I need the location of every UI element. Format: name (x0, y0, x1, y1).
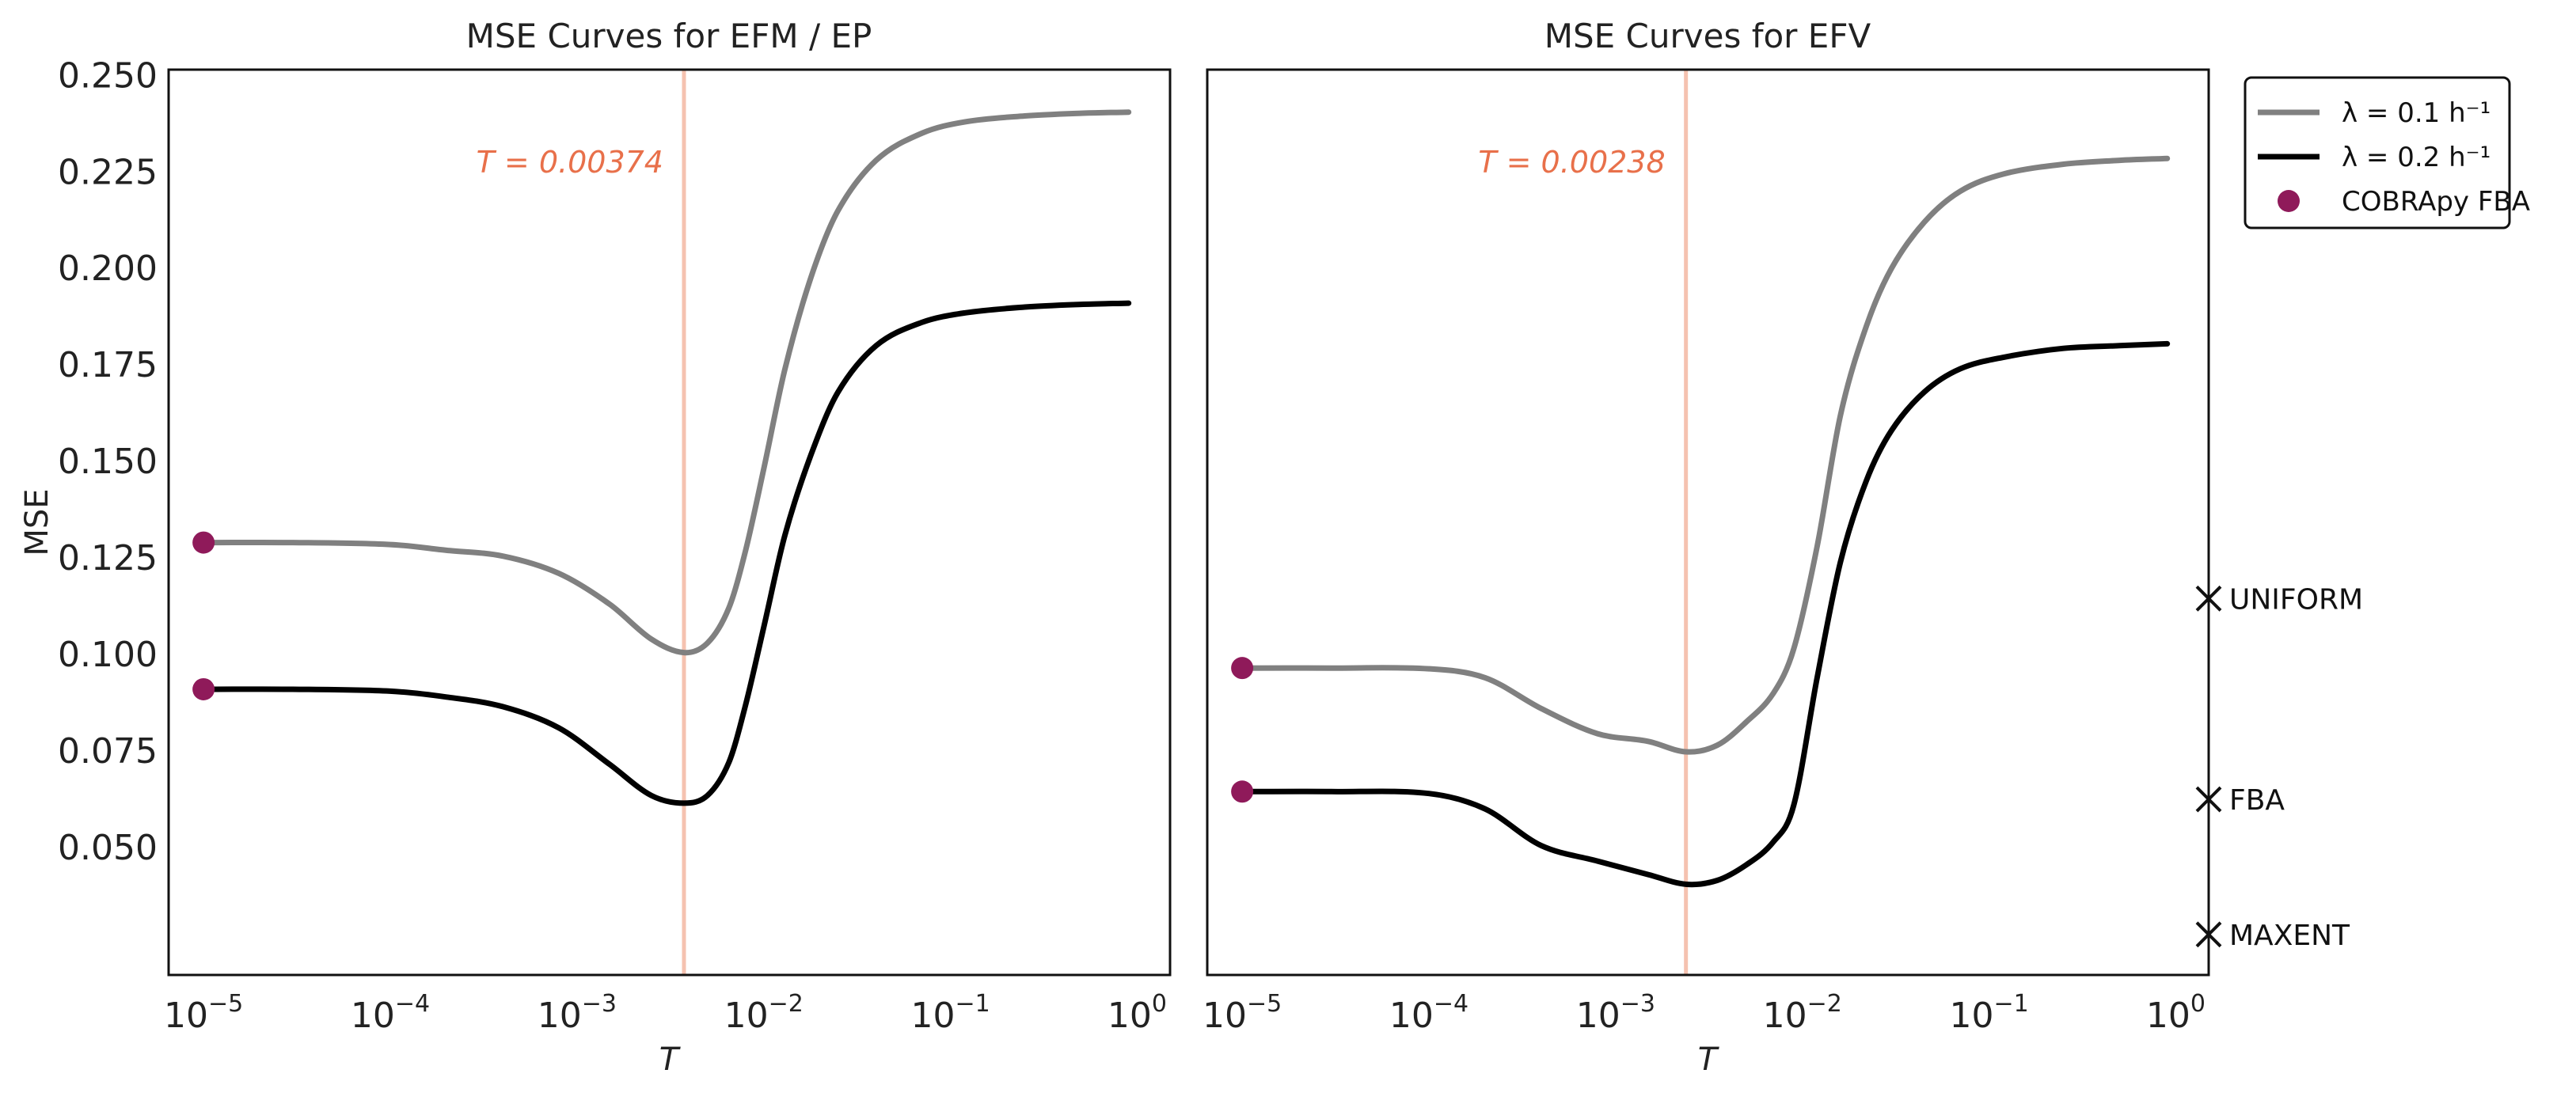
panel-efm-ep: MSE Curves for EFM / EP T MSE 10−5 10−4 10… (19, 17, 1172, 1078)
plot-area (192, 70, 1132, 975)
axes-frame (1206, 68, 2210, 977)
axes-frame (167, 68, 1172, 977)
legend-label: λ = 0.2 h⁻¹ (2342, 142, 2491, 173)
threshold-annotation: T = 0.00238 (1478, 145, 1665, 180)
plot-area (1231, 70, 2171, 975)
x-marker-stroke (2195, 786, 2222, 813)
x-tick-label: 100 (2146, 990, 2206, 1036)
x-marker-stroke (2195, 921, 2222, 948)
threshold-annotation: T = 0.00374 (477, 145, 663, 180)
x-tick-label: 100 (1108, 990, 1167, 1036)
legend: λ = 0.1 h⁻¹ λ = 0.2 h⁻¹ COBRApy FBA (2244, 76, 2530, 229)
y-tick-label: 0.175 (58, 345, 158, 385)
series-line-lambda-0-1 (1239, 155, 2171, 755)
legend-item: λ = 0.1 h⁻¹ (2258, 97, 2491, 129)
y-tick-label: 0.050 (58, 828, 158, 868)
plot-title: MSE Curves for EFV (1544, 17, 1871, 55)
reference-marker-label: FBA (2229, 784, 2285, 817)
cobra-fba-point (1231, 657, 1254, 680)
reference-marker: UNIFORM (2195, 583, 2363, 616)
legend-label: COBRApy FBA (2342, 186, 2530, 218)
reference-markers: UNIFORM FBA MAXENT (2195, 583, 2363, 952)
x-tick-label: 10−3 (538, 990, 617, 1036)
cobra-fba-point (1231, 780, 1254, 803)
legend-item: λ = 0.2 h⁻¹ (2258, 142, 2491, 173)
x-marker-stroke (2195, 585, 2222, 612)
x-tick-label: 10−5 (1203, 990, 1282, 1036)
legend-dot-swatch (2278, 190, 2300, 212)
cobra-fba-point (192, 677, 215, 700)
panel-efv: MSE Curves for EFV T 10−5 10−4 10−3 10−2 10−… (1203, 17, 2363, 1078)
reference-marker-label: MAXENT (2229, 920, 2350, 952)
reference-marker: MAXENT (2195, 920, 2350, 952)
series-line-lambda-0-2 (1239, 340, 2171, 888)
y-tick-label: 0.100 (58, 635, 158, 675)
series-line-lambda-0-1 (200, 109, 1132, 656)
x-axis-label: T (659, 1041, 682, 1078)
reference-marker: FBA (2195, 784, 2285, 817)
plot-title: MSE Curves for EFM / EP (466, 17, 872, 55)
y-axis-label: MSE (19, 488, 55, 556)
x-axis-label: T (1698, 1041, 1720, 1078)
x-tick-label: 10−4 (1389, 990, 1468, 1036)
x-tick-labels: 10−5 10−4 10−3 10−2 10−1 100 (1203, 990, 2206, 1036)
y-tick-labels: 0.050 0.075 0.100 0.125 0.150 0.175 0.200 0.225… (58, 55, 158, 868)
legend-item: COBRApy FBA (2278, 186, 2530, 218)
y-tick-label: 0.225 (58, 152, 158, 192)
legend-label: λ = 0.1 h⁻¹ (2342, 97, 2491, 129)
x-tick-label: 10−5 (164, 990, 243, 1036)
x-tick-label: 10−4 (351, 990, 430, 1036)
x-tick-labels: 10−5 10−4 10−3 10−2 10−1 100 (164, 990, 1167, 1036)
series-line-lambda-0-2 (200, 300, 1132, 806)
x-tick-label: 10−2 (1763, 990, 1842, 1036)
y-tick-label: 0.150 (58, 442, 158, 482)
x-tick-label: 10−1 (910, 990, 990, 1036)
x-tick-label: 10−3 (1576, 990, 1655, 1036)
x-tick-label: 10−2 (724, 990, 804, 1036)
y-tick-label: 0.125 (58, 538, 158, 578)
x-tick-label: 10−1 (1949, 990, 2028, 1036)
reference-marker-label: UNIFORM (2229, 583, 2363, 616)
y-tick-label: 0.075 (58, 731, 158, 772)
y-tick-label: 0.250 (58, 55, 158, 96)
cobra-fba-point (192, 531, 215, 554)
y-tick-label: 0.200 (58, 248, 158, 289)
